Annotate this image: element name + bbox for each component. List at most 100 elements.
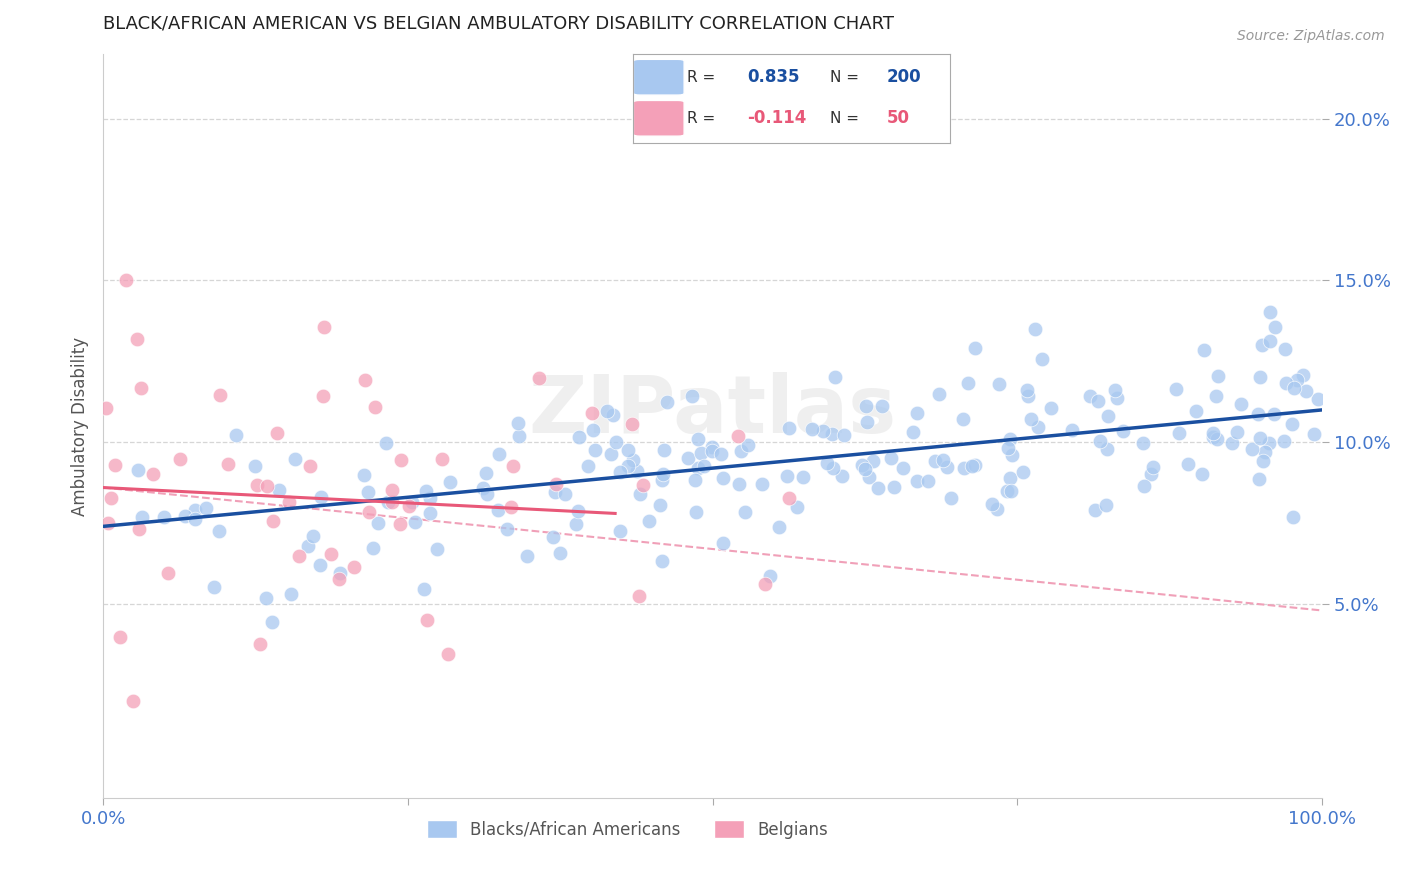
Point	[1292, 368, 1315, 382]
Point	[952, 411, 974, 425]
Point	[217, 458, 239, 472]
Point	[208, 388, 231, 402]
Point	[329, 566, 352, 581]
Point	[932, 453, 955, 467]
Point	[1031, 351, 1053, 366]
Point	[786, 500, 808, 514]
Point	[312, 320, 335, 334]
Point	[851, 458, 873, 472]
Point	[1105, 391, 1128, 405]
Point	[1139, 467, 1161, 481]
Point	[502, 458, 524, 473]
Point	[637, 514, 659, 528]
Point	[353, 373, 375, 387]
Point	[941, 491, 963, 505]
Point	[404, 515, 426, 529]
Point	[1286, 374, 1309, 388]
Point	[832, 428, 855, 442]
Point	[576, 458, 599, 473]
Point	[280, 587, 302, 601]
Point	[1274, 376, 1296, 391]
Point	[1249, 431, 1271, 445]
Point	[1060, 423, 1083, 437]
Point	[621, 453, 644, 467]
Point	[432, 452, 454, 467]
Point	[568, 430, 591, 444]
Point	[1132, 436, 1154, 450]
Point	[439, 475, 461, 490]
Point	[853, 462, 876, 476]
Point	[419, 506, 441, 520]
Point	[375, 435, 398, 450]
Point	[416, 613, 439, 627]
Point	[475, 487, 498, 501]
Point	[437, 648, 460, 662]
Point	[353, 467, 375, 482]
Point	[260, 615, 283, 629]
Point	[821, 461, 844, 475]
Point	[1012, 465, 1035, 479]
Point	[1192, 343, 1215, 357]
Point	[328, 572, 350, 586]
Point	[1112, 424, 1135, 438]
Point	[246, 477, 269, 491]
Point	[730, 444, 752, 458]
Point	[488, 447, 510, 461]
Point	[1001, 448, 1024, 462]
Point	[883, 480, 905, 494]
Point	[157, 566, 180, 581]
Point	[262, 514, 284, 528]
Point	[243, 458, 266, 473]
Point	[506, 417, 529, 431]
Point	[486, 503, 509, 517]
Point	[928, 387, 950, 401]
Point	[734, 505, 756, 519]
Point	[472, 481, 495, 495]
Point	[987, 376, 1010, 391]
Point	[312, 389, 335, 403]
Point	[960, 459, 983, 474]
Point	[1205, 389, 1227, 403]
Point	[858, 470, 880, 484]
Point	[208, 524, 231, 538]
Point	[127, 462, 149, 476]
Point	[1202, 426, 1225, 441]
Point	[389, 453, 412, 467]
Y-axis label: Ambulatory Disability: Ambulatory Disability	[72, 336, 89, 516]
Point	[681, 389, 703, 403]
Point	[905, 474, 928, 488]
Point	[1185, 404, 1208, 418]
Point	[813, 424, 835, 438]
Point	[953, 461, 976, 475]
Point	[700, 443, 723, 458]
Point	[183, 512, 205, 526]
Point	[104, 458, 127, 472]
Point	[1251, 338, 1274, 352]
Point	[1142, 460, 1164, 475]
Point	[585, 443, 607, 458]
Point	[815, 456, 838, 470]
Point	[548, 546, 571, 560]
Point	[319, 547, 342, 561]
Point	[1024, 322, 1046, 336]
Point	[1021, 412, 1043, 426]
Point	[1017, 389, 1039, 403]
Point	[778, 421, 800, 435]
Point	[688, 432, 710, 446]
Point	[621, 417, 644, 431]
Point	[652, 442, 675, 457]
Point	[602, 408, 624, 422]
Point	[737, 437, 759, 451]
Point	[689, 446, 711, 460]
Point	[980, 497, 1002, 511]
Point	[758, 569, 780, 583]
Point	[678, 451, 700, 466]
Point	[1202, 430, 1225, 444]
Point	[617, 443, 640, 458]
Point	[754, 577, 776, 591]
Point	[169, 451, 191, 466]
Point	[266, 425, 288, 440]
Point	[367, 516, 389, 530]
Point	[256, 479, 278, 493]
Point	[1258, 305, 1281, 319]
